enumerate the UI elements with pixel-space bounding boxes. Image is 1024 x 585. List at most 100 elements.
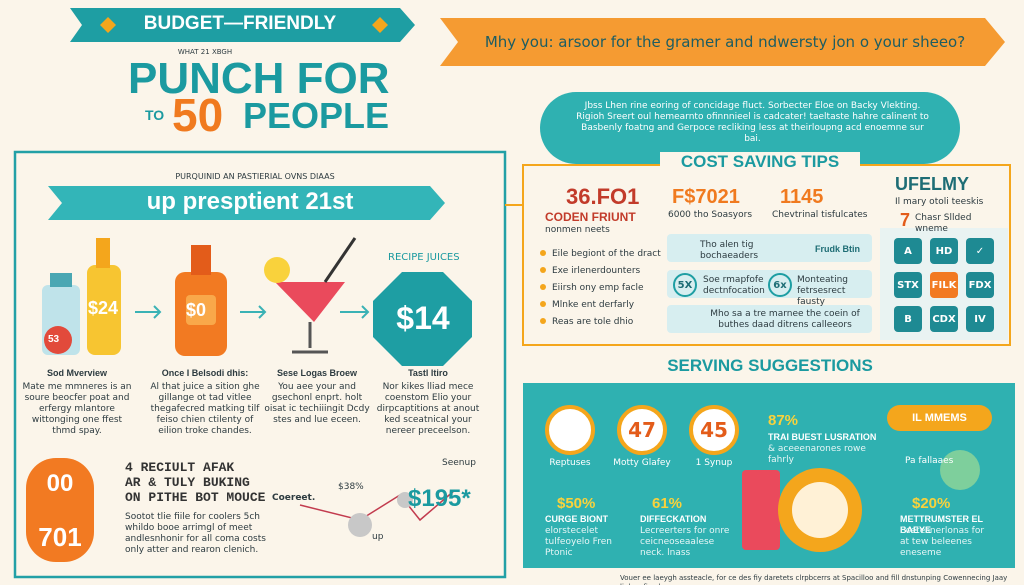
tag: up (372, 532, 384, 542)
grid-cell: ✓ (966, 238, 994, 264)
bullets: Eile begiont of the dract Exe irlenerdoun… (540, 246, 661, 331)
grid-cell: IV (966, 306, 994, 332)
recipe-banner-text: up presptient 21st (146, 188, 354, 215)
circle-label: Motty Glafey (613, 458, 671, 468)
bullet: Reas are tole dhio (540, 314, 661, 331)
row-badge: 6x (768, 273, 792, 297)
total-price: $14 (396, 300, 450, 336)
number-blob (26, 458, 94, 562)
step-text: You aee your and gsechonl enprt. holt oi… (264, 382, 370, 425)
stat-value: $20% (912, 495, 951, 512)
step-label: Sese Logas Broew (276, 368, 358, 378)
step-label: Tastl ltiro (408, 368, 448, 378)
stat-title: DIFFECKATION (640, 514, 707, 524)
side-title: UFELMY (895, 174, 969, 194)
step-text: Mate me mmneres is an soure beocfer poat… (22, 382, 132, 436)
bottom-line: 4 RECIULT AFAK (125, 460, 235, 475)
col-text: Chevtrinal tisfulcates (772, 210, 868, 220)
step-label: Sod Mverview (46, 368, 108, 378)
row-text: Monteating fetrsesrect fausty (797, 275, 849, 307)
bullet: Mlnke ent derfarly (540, 297, 661, 314)
row-text: Mho sa a tre marnee the coein of buthes … (710, 309, 860, 330)
step-text: Al that juice a sition ghe gillange ot t… (150, 382, 260, 436)
step-text: Nor kikes lliad mece coenstom Elio your … (376, 382, 480, 436)
question: Mhy you: arsoor for the gramer and ndwer… (484, 33, 966, 51)
grid-cell: CDX (930, 306, 958, 332)
circle-value: 47 (617, 405, 667, 455)
bottle-cap (50, 273, 72, 287)
total: $195* (408, 485, 471, 512)
grid-cell: B (894, 306, 922, 332)
intro: Jbss Lhen rine eoring of concidage fluct… (576, 101, 929, 144)
recipe-banner (48, 186, 445, 220)
row-badge: 5X (673, 273, 697, 297)
title: PUNCH FOR (128, 54, 390, 103)
plate-inner (792, 482, 848, 538)
circle-label: 1 Synup (695, 458, 733, 468)
arrow (135, 305, 162, 319)
intro-box (540, 92, 960, 164)
diamond (372, 17, 388, 33)
circle-label: Reptuses (549, 458, 591, 468)
feature-title: TRAI BUEST LUSRATION (768, 432, 877, 442)
side-note: Chasr Sllded wneme (915, 213, 972, 234)
bullet: Eiirsh ony emp facle (540, 280, 661, 297)
row-text: Soe rmapfofe dectnfocation (703, 275, 765, 296)
side-title: RECIPE JUICES (388, 252, 460, 263)
kicker: WHAT 21 XBGH (177, 48, 233, 56)
title-people: PEOPLE (243, 95, 390, 136)
badge: 53 (48, 334, 60, 345)
apple (44, 326, 72, 354)
feature-text: & aceeenarones rowe fahrly (768, 444, 866, 465)
grid-cell: FDX (966, 272, 994, 298)
serving-title: SERVING SUGGESTIONS (655, 356, 885, 376)
lead-sub: nonmen neets (545, 225, 610, 235)
lead-value: 36.FO1 (566, 184, 640, 209)
bottle-neck (191, 245, 211, 275)
cup (742, 470, 780, 550)
price: $24 (88, 298, 119, 318)
diamond (100, 17, 116, 33)
bottom-text: Sootot tlie fiile for coolers 5ch whildo… (125, 512, 266, 555)
question-banner (440, 18, 1005, 66)
grid-cell: A (894, 238, 922, 264)
big-number: 00 (46, 470, 74, 497)
side-num: 7 (900, 210, 911, 230)
juice-bottle (87, 265, 121, 355)
stat-value: 61% (652, 495, 683, 512)
tag: Seenup (442, 458, 476, 468)
bottom-line: ON PITHE BOT MOUCE (125, 490, 266, 505)
footer: Vouer ee laeygh assteacle, for ce des fi… (620, 574, 1008, 585)
bottom-lines: 4 RECIULT AFAK AR & TULY BUKING ON PITHE B… (125, 460, 265, 505)
title-to: TO (145, 107, 165, 123)
lemon (264, 257, 290, 283)
row-tag: Frudk Btin (815, 244, 860, 254)
stat-title: METTRUMSTER EL BAEYE (900, 514, 983, 535)
badge-ribbon (70, 8, 415, 42)
price-octagon (373, 272, 472, 366)
side-sub: Il mary otoli teeskis (895, 197, 984, 207)
row-text: Tho alen tig bochaeaders (700, 240, 759, 261)
tip-row (667, 234, 872, 262)
stat-title: CURGE BIONT (545, 514, 608, 524)
feature-value: 87% (768, 412, 799, 429)
col-value: F$7021 (672, 186, 740, 208)
arrow (240, 305, 267, 319)
bullet: Eile begiont of the dract (540, 246, 661, 263)
cocktail-glass (275, 282, 345, 322)
col-value: 1145 (780, 186, 824, 208)
stat-text: elorstecelet tulfeoyelo Fren Ptonic (545, 526, 612, 558)
tag: Coereet. (272, 493, 316, 503)
bottom-line: AR & TULY BUKING (125, 475, 250, 490)
stat-value: $50% (557, 495, 596, 512)
badge-text: BUDGET—FRIENDLY (143, 13, 337, 34)
price: $0 (186, 300, 207, 320)
tag: $38% (338, 482, 364, 492)
lead-title: CODEN FRIUNT (545, 210, 636, 224)
stat-text: Lecreerters for onre ceicneoseaalese nec… (640, 526, 730, 558)
leaf-label: Pa fallaaes (905, 456, 954, 466)
stat-text: Ecetesnerlonas for at tew beleenes enese… (900, 526, 985, 558)
